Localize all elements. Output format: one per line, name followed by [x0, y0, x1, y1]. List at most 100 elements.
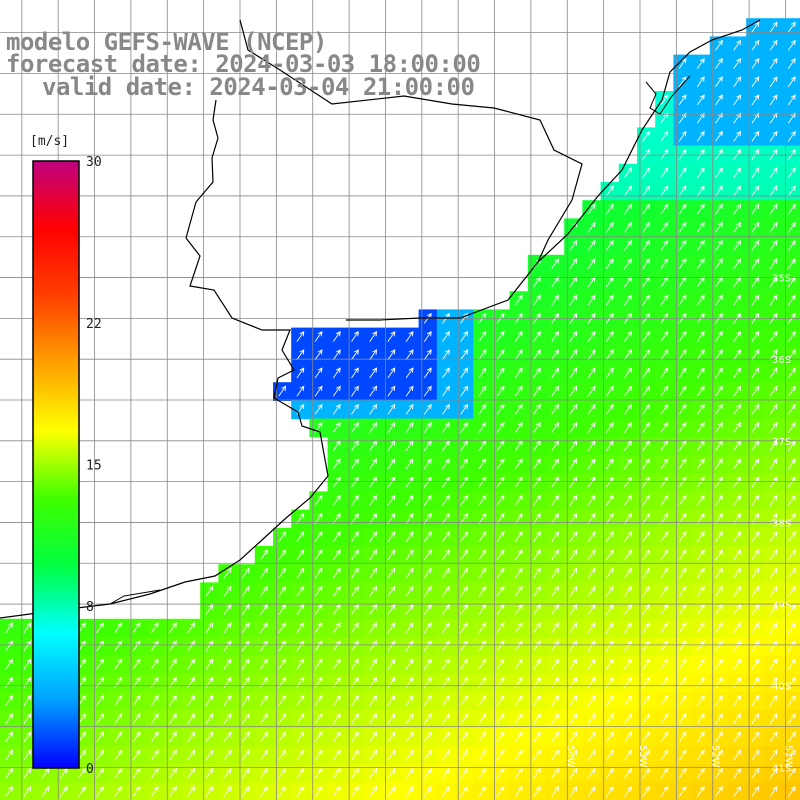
wind-arrow: [514, 640, 523, 652]
wind-arrow: [715, 622, 723, 634]
wind-arrow: [715, 367, 723, 379]
wind-arrow: [678, 767, 687, 779]
wind-arrow: [442, 567, 450, 579]
wind-arrow: [769, 349, 778, 361]
wind-arrow: [642, 349, 651, 361]
wind-arrow: [715, 112, 723, 124]
wind-arrow: [678, 130, 687, 142]
wind-arrow: [696, 767, 705, 779]
wind-arrow: [405, 604, 414, 615]
wind-arrow: [478, 513, 487, 524]
wind-arrow: [751, 567, 760, 579]
wind-arrow: [278, 658, 287, 670]
wind-arrow: [642, 695, 651, 706]
wind-arrow: [514, 531, 523, 543]
wind-arrow: [478, 422, 487, 433]
wind-arrow: [751, 622, 760, 634]
wind-arrow: [733, 94, 742, 106]
wind-arrow: [569, 767, 578, 779]
wind-arrow: [369, 713, 378, 725]
wind-arrow: [387, 567, 396, 579]
wind-arrow: [114, 786, 123, 797]
wind-arrow: [387, 786, 396, 797]
wind-arrow: [496, 331, 505, 342]
wind-arrow: [496, 640, 505, 652]
wind-arrow: [733, 203, 742, 215]
wind-arrow: [587, 622, 596, 634]
wind-arrow: [787, 349, 796, 361]
wind-arrow: [5, 786, 14, 797]
wind-arrow: [715, 604, 723, 615]
wind-arrow: [751, 458, 760, 470]
wind-arrow: [624, 786, 632, 797]
wind-arrow: [587, 494, 596, 506]
wind-arrow: [260, 713, 268, 725]
wind-arrow: [351, 731, 359, 743]
wind-arrow: [533, 476, 541, 488]
wind-arrow: [751, 749, 760, 761]
wind-arrow: [460, 385, 469, 397]
wind-arrow: [787, 713, 796, 725]
wind-arrow: [696, 458, 705, 470]
wind-arrow: [387, 531, 396, 543]
wind-arrow: [296, 513, 305, 524]
wind-arrow: [351, 367, 359, 379]
wind-arrow: [23, 731, 32, 743]
wind-arrow: [551, 422, 560, 433]
wind-arrow: [150, 786, 159, 797]
wind-arrow: [478, 458, 487, 470]
wind-arrow: [387, 403, 396, 415]
wind-arrow: [187, 749, 196, 761]
wind-arrow: [387, 494, 396, 506]
wind-arrow: [78, 786, 86, 797]
wind-arrow: [423, 385, 432, 397]
wind-arrow: [423, 367, 432, 379]
wind-arrow: [751, 167, 760, 179]
wind-arrow: [296, 331, 305, 342]
wind-arrow: [660, 640, 669, 652]
wind-arrow: [369, 494, 378, 506]
wind-arrow: [260, 604, 268, 615]
wind-arrow: [96, 786, 105, 797]
wind-arrow: [642, 221, 651, 233]
wind-arrow: [642, 258, 651, 270]
wind-arrow: [624, 258, 632, 270]
wind-arrow: [769, 604, 778, 615]
wind-arrow: [733, 149, 742, 160]
wind-arrow: [405, 786, 414, 797]
wind-arrow: [587, 294, 596, 306]
wind-arrow: [423, 549, 432, 561]
wind-arrow: [278, 585, 287, 597]
wind-arrow: [696, 240, 705, 251]
wind-arrow: [696, 749, 705, 761]
wind-arrow: [787, 167, 796, 179]
wind-arrow: [132, 713, 141, 725]
wind-arrow: [787, 130, 796, 142]
wind-arrow: [241, 749, 250, 761]
wind-arrow: [696, 149, 705, 160]
wind-arrow: [624, 604, 632, 615]
wind-arrow: [460, 349, 469, 361]
wind-arrow: [96, 749, 105, 761]
wind-arrow: [278, 731, 287, 743]
wind-arrow: [533, 349, 541, 361]
wind-arrow: [351, 458, 359, 470]
wind-arrow: [769, 221, 778, 233]
wind-arrow: [423, 349, 432, 361]
wind-arrow: [533, 749, 541, 761]
wind-arrow: [751, 185, 760, 197]
wind-arrow: [624, 549, 632, 561]
wind-arrow: [369, 749, 378, 761]
wind-arrow: [751, 39, 760, 51]
wind-arrow: [569, 749, 578, 761]
wind-arrow: [696, 640, 705, 652]
wind-arrow: [296, 695, 305, 706]
wind-arrow: [733, 58, 742, 69]
wind-arrow: [696, 604, 705, 615]
wind-arrow: [569, 786, 578, 797]
wind-arrow: [678, 494, 687, 506]
wind-arrow: [733, 531, 742, 543]
wind-arrow: [205, 622, 214, 634]
wind-arrow: [150, 731, 159, 743]
